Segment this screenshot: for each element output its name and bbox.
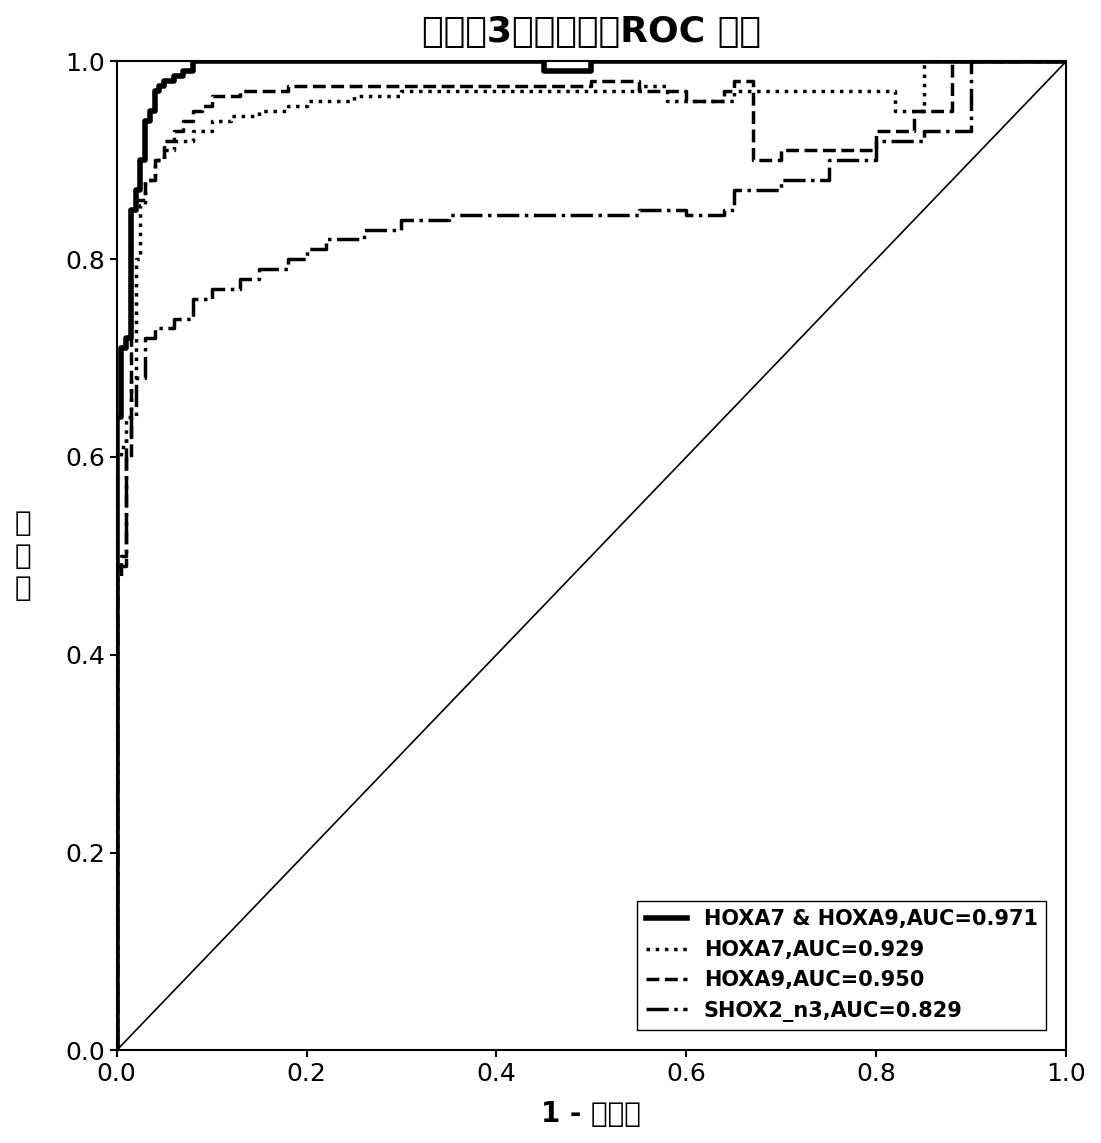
Y-axis label: 敏
感
度: 敏 感 度 (15, 510, 32, 602)
Title: 痰液中3个标志物的ROC 曲线: 痰液中3个标志物的ROC 曲线 (422, 15, 761, 49)
Legend: HOXA7 & HOXA9,AUC=0.971, HOXA7,AUC=0.929, HOXA9,AUC=0.950, SHOX2_n3,AUC=0.829: HOXA7 & HOXA9,AUC=0.971, HOXA7,AUC=0.929… (637, 901, 1046, 1030)
X-axis label: 1 - 特异性: 1 - 特异性 (542, 1100, 641, 1128)
